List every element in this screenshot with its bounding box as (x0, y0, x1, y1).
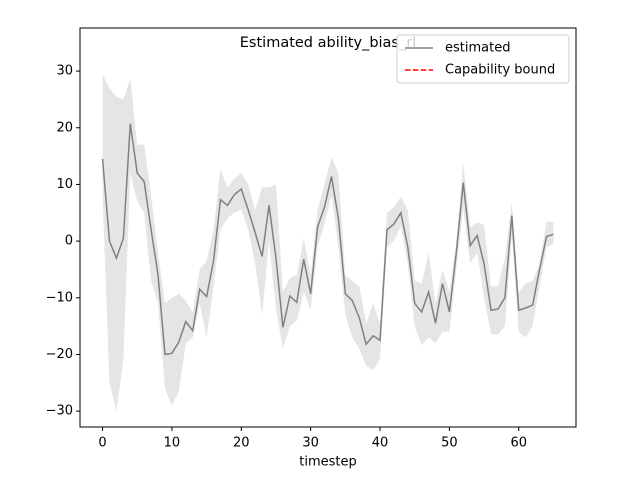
x-tick-label: 20 (233, 436, 250, 451)
y-tick-label: 10 (56, 177, 73, 192)
y-tick-label: 20 (56, 120, 73, 135)
x-tick-label: 0 (98, 436, 106, 451)
y-tick-label: −30 (46, 404, 73, 419)
confidence-band (102, 74, 554, 412)
legend-label: Capability bound (445, 63, 555, 78)
x-axis-label: timestep (299, 455, 357, 470)
data-line (101, 123, 554, 356)
legend-label: estimated (445, 41, 510, 56)
plot-frame (79, 27, 577, 428)
legend: estimated Capability bound (396, 34, 570, 84)
x-tick-label: 60 (510, 436, 527, 451)
y-tick-label: −20 (46, 347, 73, 362)
y-tick-label: −10 (46, 290, 73, 305)
x-tick-label: 30 (302, 436, 319, 451)
x-tick-label: 50 (441, 436, 458, 451)
x-tick-label: 10 (164, 436, 181, 451)
x-tick-label: 40 (372, 436, 389, 451)
y-tick-label: 0 (65, 234, 73, 249)
legend-box (396, 34, 570, 84)
y-tick-label: 30 (56, 64, 73, 79)
chart-title: Estimated ability_bias_rl (240, 35, 416, 51)
